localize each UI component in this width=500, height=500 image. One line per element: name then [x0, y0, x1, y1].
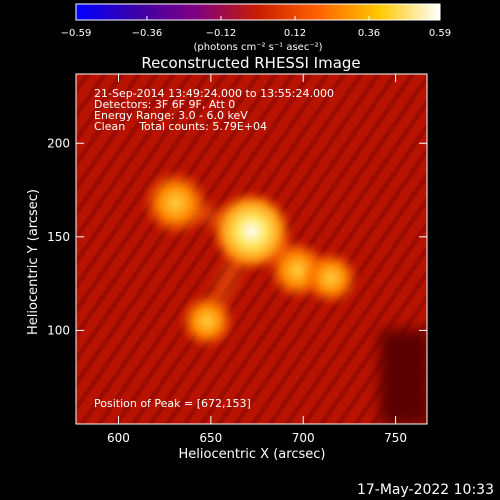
- colorbar-tick-label: 0.59: [429, 28, 451, 39]
- colorbar-ticks: −0.59 −0.36 −0.12 0.12 0.36 0.59: [61, 16, 451, 39]
- y-tick-label: 150: [47, 230, 70, 244]
- y-axis-ticks: 100 150 200: [47, 136, 427, 337]
- emission-source: [303, 250, 359, 306]
- x-tick-label: 600: [107, 431, 130, 445]
- x-axis-ticks: 600 650 700 750: [107, 74, 407, 445]
- x-tick-label: 750: [384, 431, 407, 445]
- heatmap-image: [76, 74, 427, 424]
- annotation-time-range: 21-Sep-2014 13:49:24.000 to 13:55:24.000: [94, 87, 334, 100]
- colorbar-tick-label: 0.12: [284, 28, 306, 39]
- peak-position-label: Position of Peak = [672,153]: [94, 397, 251, 410]
- y-tick-label: 100: [47, 323, 70, 337]
- emission-sources: [142, 169, 359, 349]
- emission-source: [179, 293, 235, 349]
- plot-frame: [75, 73, 428, 425]
- colorbar: [75, 3, 441, 21]
- heatmap-dark-corner: [380, 330, 427, 424]
- timestamp: 17-May-2022 10:33: [357, 482, 494, 498]
- colorbar-tick-label: −0.12: [206, 28, 237, 39]
- x-tick-label: 700: [292, 431, 315, 445]
- annotation-energy-range: Energy Range: 3.0 - 6.0 keV: [94, 109, 248, 122]
- y-axis-label: Heliocentric Y (arcsec): [26, 189, 41, 335]
- colorbar-tick-label: −0.59: [61, 28, 92, 39]
- annotation-clean-counts: Clean Total counts: 5.79E+04: [94, 120, 267, 133]
- colorbar-tick-label: −0.36: [132, 28, 163, 39]
- emission-source: [142, 169, 210, 237]
- emission-source: [210, 190, 293, 272]
- colorbar-label: (photons cm⁻² s⁻¹ asec⁻²): [193, 42, 322, 53]
- x-tick-label: 650: [199, 431, 222, 445]
- x-axis-label: Heliocentric X (arcsec): [179, 447, 326, 462]
- annotation-detectors: Detectors: 3F 6F 9F, Att 0: [94, 98, 235, 111]
- chart-title: Reconstructed RHESSI Image: [141, 54, 360, 72]
- colorbar-tick-label: 0.36: [358, 28, 380, 39]
- y-tick-label: 200: [47, 136, 70, 150]
